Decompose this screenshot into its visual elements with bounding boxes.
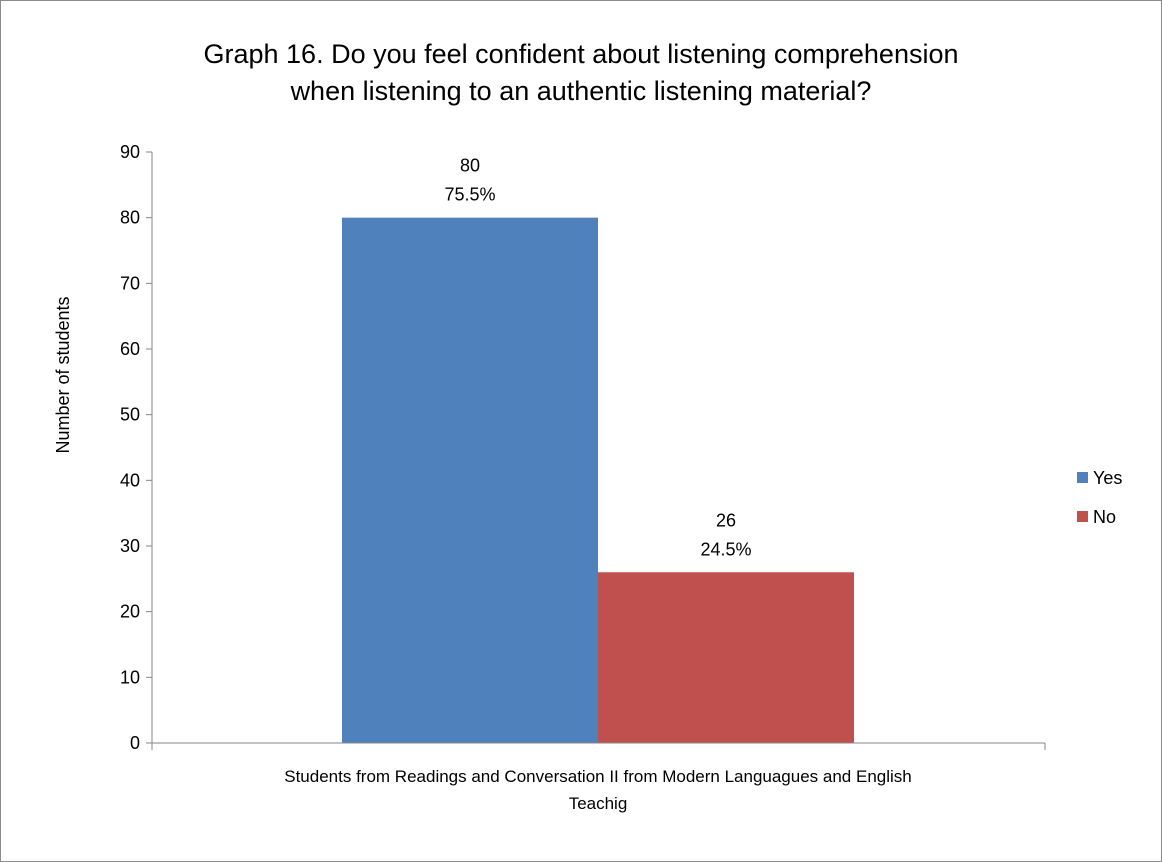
- y-tick-label-50: 50: [120, 405, 140, 425]
- y-tick-label-10: 10: [120, 667, 140, 687]
- y-axis-title: Number of students: [53, 296, 73, 453]
- chart-title: Graph 16. Do you feel confident about li…: [204, 39, 959, 106]
- legend: Yes No: [1077, 468, 1122, 527]
- legend-swatch-no: [1077, 511, 1088, 522]
- chart-title-line-2: when listening to an authentic listening…: [290, 76, 872, 106]
- data-label-value-yes: 80: [460, 156, 480, 176]
- y-tick-label-60: 60: [120, 339, 140, 359]
- legend-swatch-yes: [1077, 472, 1088, 483]
- category-label: Students from Readings and Conversation …: [284, 767, 912, 813]
- data-label-percent-yes: 75.5%: [444, 185, 495, 205]
- y-tick-label-20: 20: [120, 602, 140, 622]
- y-tick-label-80: 80: [120, 208, 140, 228]
- bar-no: [598, 572, 854, 743]
- y-tick-label-30: 30: [120, 536, 140, 556]
- legend-label-no: No: [1093, 507, 1116, 527]
- category-label-line-1: Students from Readings and Conversation …: [284, 767, 912, 786]
- data-label-value-no: 26: [716, 510, 736, 530]
- plot-area: 80 75.5% 26 24.5% 0 10 20 30 40 50 60 70 80 90: [120, 142, 1046, 753]
- y-tick-label-90: 90: [120, 142, 140, 162]
- chart-title-line-1: Graph 16. Do you feel confident about li…: [204, 39, 959, 69]
- y-tick-label-70: 70: [120, 273, 140, 293]
- category-label-line-2: Teachig: [569, 794, 628, 813]
- y-tick-label-0: 0: [130, 733, 140, 753]
- data-label-percent-no: 24.5%: [700, 539, 751, 559]
- y-tick-label-40: 40: [120, 470, 140, 490]
- bar-yes: [342, 217, 598, 743]
- legend-label-yes: Yes: [1093, 468, 1122, 488]
